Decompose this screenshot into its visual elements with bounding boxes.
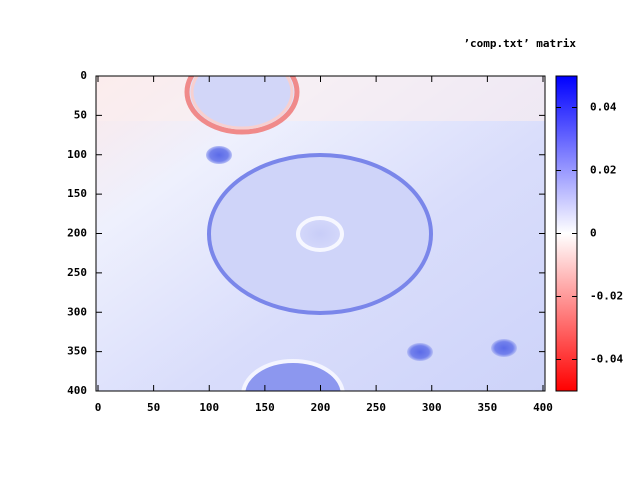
colorbar-tick-label: 0.04 [590,101,617,114]
x-tick-label: 250 [366,401,386,414]
y-tick-label: 400 [67,384,87,397]
y-tick-label: 350 [67,345,87,358]
colorbar-tick-label: 0 [590,227,597,240]
y-tick-label: 0 [80,69,87,82]
colorbar-tick-label: 0.02 [590,164,617,177]
x-tick-label: 100 [199,401,219,414]
x-tick-label: 200 [311,401,331,414]
x-tick-label: 0 [95,401,102,414]
colorbar-tick-label: -0.04 [590,353,623,366]
y-tick-label: 50 [74,108,87,121]
heatmap [96,76,545,391]
x-tick-label: 50 [147,401,160,414]
chart-title: ’comp.txt’ matrix [463,37,576,50]
x-tick-label: 150 [255,401,275,414]
x-tick-label: 400 [533,401,553,414]
y-tick-label: 150 [67,187,87,200]
y-tick-label: 300 [67,305,87,318]
y-tick-label: 100 [67,148,87,161]
x-tick-label: 300 [422,401,442,414]
colorbar-tick-label: -0.02 [590,290,623,303]
y-tick-label: 200 [67,227,87,240]
y-tick-label: 250 [67,266,87,279]
x-tick-label: 350 [477,401,497,414]
